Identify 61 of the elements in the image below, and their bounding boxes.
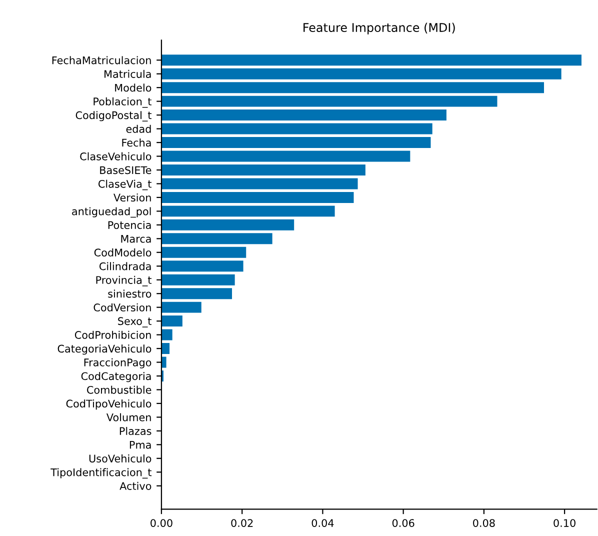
x-tick-label: 0.10	[554, 519, 576, 527]
bar	[161, 274, 235, 286]
y-tick-label: CategoriaVehiculo	[58, 344, 152, 355]
y-tick-label: FraccionPago	[84, 358, 152, 368]
y-tick-label: Fecha	[122, 138, 151, 147]
x-tick-label: 0.08	[473, 519, 495, 527]
y-tick-label: Plazas	[120, 426, 152, 436]
bar	[161, 343, 170, 354]
y-tick-label: siniestro	[108, 290, 152, 298]
bar	[161, 150, 410, 162]
x-tick-label: 0.02	[231, 519, 253, 527]
bar	[161, 164, 366, 176]
y-tick-label: CodModelo	[94, 248, 152, 256]
bar	[161, 246, 246, 258]
x-tick-label: 0.00	[150, 519, 172, 527]
y-tick-label: CodigoPostal_t	[76, 111, 152, 122]
y-tick-label: Version	[114, 193, 151, 202]
y-tick-label: Sexo_t	[118, 317, 152, 328]
y-tick-label: CodVersion	[94, 303, 151, 312]
y-tick-label: CodCategoria	[81, 372, 151, 382]
x-tick-label: 0.04	[312, 519, 334, 527]
bar	[161, 110, 446, 121]
chart-title: Feature Importance (MDI)	[304, 22, 455, 34]
bar	[161, 82, 544, 94]
y-tick-label: FechaMatriculacion	[52, 56, 151, 64]
y-tick-label: Combustible	[86, 386, 152, 394]
bar	[161, 316, 182, 327]
bar	[161, 178, 358, 190]
x-tick-label: 0.06	[392, 519, 414, 527]
y-tick-label: edad	[126, 124, 151, 133]
y-tick-label: antiguedad_pol	[72, 207, 151, 218]
y-tick-label: Poblacion_t	[94, 97, 152, 108]
y-tick-label: Pma	[130, 441, 151, 449]
bar	[161, 96, 498, 107]
bar	[161, 219, 294, 230]
y-tick-label: CodProhibicion	[74, 330, 151, 339]
bar	[161, 260, 244, 272]
bar	[161, 137, 431, 148]
y-tick-label: Provincia_t	[96, 276, 152, 286]
y-tick-label: Matricula	[104, 70, 151, 78]
y-tick-label: UsoVehiculo	[89, 454, 152, 462]
y-tick-label: Potencia	[108, 220, 151, 230]
y-tick-label: Marca	[121, 235, 151, 243]
bar	[161, 206, 335, 217]
bar	[161, 123, 432, 134]
y-tick-label: TipoIdentificacion_t	[50, 468, 152, 479]
bar	[161, 288, 232, 300]
y-tick-label: Modelo	[115, 84, 152, 92]
bar	[161, 233, 272, 244]
y-tick-label: Cilindrada	[99, 262, 151, 270]
y-tick-label: Activo	[120, 482, 152, 490]
y-tick-label: BaseSIETe	[100, 166, 152, 174]
y-tick-label: ClaseVehiculo	[80, 152, 152, 160]
bar	[161, 68, 562, 80]
y-tick-label: CodTipoVehiculo	[66, 399, 152, 410]
y-tick-label: ClaseVia_t	[98, 180, 152, 190]
bar	[161, 192, 354, 203]
bar	[161, 329, 172, 340]
bar	[161, 54, 582, 66]
y-tick-label: Volumen	[106, 413, 151, 422]
bar	[161, 302, 202, 313]
